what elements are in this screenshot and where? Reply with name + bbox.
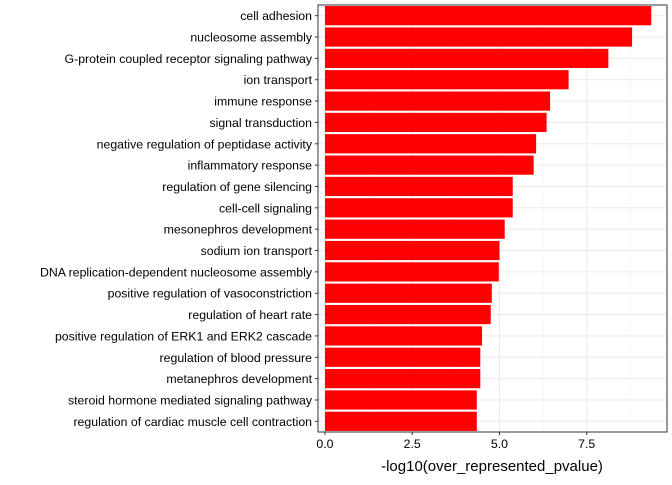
category-label: positive regulation of ERK1 and ERK2 cas…	[55, 329, 312, 343]
bar	[324, 6, 652, 26]
category-label: mesonephros development	[164, 223, 313, 237]
bars	[324, 6, 652, 431]
category-label: cell-cell signaling	[219, 201, 312, 215]
x-axis-title: -log10(over_represented_pvalue)	[381, 458, 603, 475]
bar	[324, 198, 513, 218]
bar	[324, 240, 500, 261]
bar	[324, 48, 609, 68]
category-label: negative regulation of peptidase activit…	[97, 137, 313, 151]
category-labels: cell adhesion nucleosome assembly G-protei…	[40, 9, 318, 429]
x-tick-label: 5.0	[491, 437, 508, 451]
bar	[324, 219, 505, 239]
category-label: inflammatory response	[188, 159, 313, 173]
x-axis: 0.0 2.5 5.0 7.5	[316, 432, 595, 451]
category-label: DNA replication-dependent nucleosome ass…	[40, 265, 313, 279]
bar	[324, 347, 481, 367]
category-label: steroid hormone mediated signaling pathw…	[68, 393, 313, 407]
category-label: regulation of heart rate	[188, 308, 312, 322]
category-label: positive regulation of vasoconstriction	[108, 287, 313, 301]
category-label: nucleosome assembly	[190, 31, 313, 45]
bar	[324, 91, 551, 111]
category-label: regulation of blood pressure	[160, 351, 313, 365]
bar	[324, 390, 477, 410]
category-label: sodium ion transport	[201, 244, 313, 258]
category-label: regulation of cardiac muscle cell contra…	[73, 415, 312, 429]
x-tick-label: 7.5	[578, 437, 595, 451]
plot-panel-border	[317, 4, 668, 433]
category-label: immune response	[214, 95, 312, 109]
category-label: cell adhesion	[240, 9, 312, 23]
bar	[324, 326, 483, 346]
category-label: regulation of gene silencing	[162, 180, 312, 194]
bar	[324, 411, 477, 431]
bar	[324, 283, 492, 303]
x-tick-label: 0.0	[316, 437, 333, 451]
x-tick-label: 2.5	[404, 437, 421, 451]
bar	[324, 176, 513, 197]
category-label: ion transport	[244, 73, 313, 87]
bar	[324, 134, 537, 154]
bar	[324, 70, 569, 90]
category-label: G-protein coupled receptor signaling pat…	[65, 52, 313, 66]
bar	[324, 27, 633, 47]
bar	[324, 155, 534, 175]
bar	[324, 304, 491, 325]
bar	[324, 369, 481, 389]
category-label: signal transduction	[209, 116, 312, 130]
plot-panel-background	[318, 5, 667, 432]
category-label: metanephros development	[166, 372, 312, 386]
bar	[324, 112, 547, 133]
bar	[324, 262, 499, 282]
